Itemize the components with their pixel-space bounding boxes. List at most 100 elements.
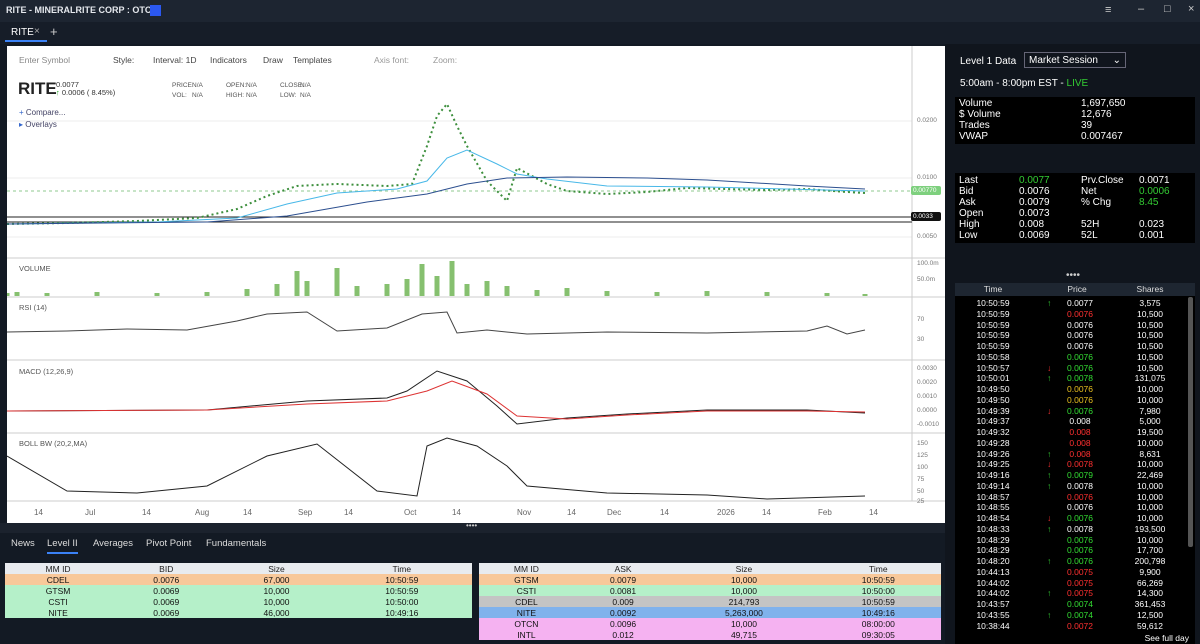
ts-shares: 14,300 (1137, 588, 1163, 599)
ts-price: 0.0078 (1067, 523, 1093, 534)
tab-label: RITE (11, 27, 34, 38)
stat-label: $ Volume (959, 109, 1001, 120)
overlays-link[interactable]: ▸ Overlays (19, 120, 57, 129)
cell: 10:50:59 (385, 574, 419, 585)
cell: NITE (48, 607, 68, 618)
toolbar-item[interactable]: Axis font: (374, 55, 409, 65)
ts-price: 0.0077 (1067, 298, 1093, 308)
field-label: OPEN: (226, 82, 247, 89)
ts-arrow: ↑ (1047, 470, 1052, 480)
toolbar-item[interactable]: Interval: 1D (153, 55, 197, 65)
compare-link[interactable]: + Compare... (19, 108, 66, 117)
link-text: Compare... (25, 108, 66, 117)
ts-price: 0.0076 (1067, 405, 1093, 416)
column-header: MM ID (5, 563, 112, 574)
pane-axis-label: -0.0010 (917, 421, 940, 428)
tab[interactable]: RITE × (5, 22, 47, 42)
ts-price: 0.0079 (1067, 470, 1093, 480)
ts-time: 10:49:16 (976, 470, 1010, 480)
field-label: LOW: (280, 92, 297, 99)
pane-title: VOLUME (19, 264, 51, 273)
toolbar-item[interactable]: Zoom: (433, 55, 458, 65)
color-swatch[interactable] (150, 5, 161, 16)
column-header: BID (111, 563, 222, 574)
ma-slow (7, 176, 866, 225)
cell: CDEL (515, 596, 538, 607)
ts-price: 0.0076 (1067, 319, 1093, 330)
session-select[interactable]: Market Session ⌄ (1024, 52, 1126, 68)
tab-close[interactable]: × (34, 26, 40, 37)
ts-arrow: ↑ (1047, 448, 1052, 459)
ts-time: 10:50:59 (976, 308, 1010, 319)
x-axis-label: 14 (869, 508, 878, 517)
bottom-tab[interactable]: Pivot Point (146, 538, 192, 549)
ts-arrow: ↑ (1047, 373, 1052, 384)
bottom-tab[interactable]: News (11, 538, 35, 549)
ts-shares: 10,000 (1137, 459, 1163, 470)
pane-title: BOLL BW (20,2,MA) (19, 439, 88, 448)
x-axis-label: 14 (452, 508, 461, 517)
quote-row: CSTI 0.0081 10,000 10:50:00 (479, 585, 941, 596)
ts-shares: 22,469 (1137, 470, 1163, 480)
cell: 10:50:00 (861, 585, 895, 596)
bottom-tab[interactable]: Averages (93, 538, 133, 549)
cell: 0.0092 (610, 607, 637, 618)
ts-time: 10:49:14 (976, 480, 1010, 491)
last-price: 0.0077 (56, 80, 79, 89)
x-axis-label: 14 (762, 508, 771, 517)
ts-price: 0.0076 (1067, 545, 1093, 556)
quote-row: OTCN 0.0096 10,000 08:00:00 (479, 618, 941, 629)
macd-signal (7, 380, 866, 420)
cell: 10:50:59 (861, 574, 895, 585)
field-value: N/A (246, 92, 257, 99)
ts-price: 0.0076 (1067, 513, 1093, 523)
cell: 67,000 (263, 574, 290, 585)
quote-label: High (959, 219, 980, 230)
price-badge: 0.00770 (911, 186, 941, 195)
column-header: MM ID (479, 563, 574, 574)
cell: 0.0076 (153, 574, 180, 585)
drag-handle[interactable]: •••• (1066, 270, 1081, 281)
rsi-line (7, 311, 866, 335)
ts-header-bg (955, 283, 1195, 296)
quote-value: 8.45 (1139, 197, 1159, 208)
bottom-tab[interactable]: Fundamentals (206, 538, 267, 549)
maximize[interactable]: □ (1164, 3, 1171, 15)
ts-time: 10:44:02 (976, 577, 1010, 588)
toolbar-item[interactable]: Indicators (210, 55, 247, 65)
cell: 10:50:59 (385, 585, 419, 596)
toolbar-item[interactable]: Style: (113, 55, 135, 65)
bottom-tab[interactable]: Level II (47, 538, 78, 554)
quote-label: 52H (1081, 219, 1100, 230)
cell: 10:50:59 (861, 596, 895, 607)
column-header: Time (815, 563, 941, 574)
x-axis-label: 14 (660, 508, 669, 517)
quote-row: CDEL 0.0076 67,000 10:50:59 (5, 574, 472, 585)
ts-shares: 10,000 (1137, 513, 1163, 523)
stat-label: VWAP (959, 131, 989, 142)
toolbar-item[interactable]: Draw (263, 55, 283, 65)
pane-axis-label: 30 (917, 336, 925, 343)
pane-axis-label: 150 (917, 440, 928, 447)
ts-shares: 5,000 (1139, 416, 1161, 427)
close[interactable]: × (1188, 3, 1195, 15)
ts-shares: 200,798 (1134, 556, 1166, 566)
ts-time: 10:48:20 (976, 556, 1010, 566)
ts-price: 0.0075 (1067, 577, 1093, 588)
ts-shares: 7,980 (1139, 405, 1161, 416)
pane-title: RSI (14) (19, 303, 47, 312)
price-change: ↑ 0.0006 ( 8.45%) (56, 88, 116, 97)
menu-icon[interactable]: ≡ (1105, 4, 1112, 16)
ts-arrow: ↑ (1047, 609, 1052, 620)
cell: OTCN (514, 618, 539, 629)
add-tab[interactable]: + (50, 24, 58, 39)
ts-time: 10:49:50 (976, 394, 1010, 405)
toolbar-item[interactable]: Templates (293, 55, 332, 65)
x-axis-label: 14 (142, 508, 151, 517)
quote-row: INTL 0.012 49,715 09:30:05 (479, 629, 941, 640)
ts-price: 0.0075 (1067, 588, 1093, 599)
minimize[interactable]: – (1138, 3, 1145, 15)
symbol-input[interactable]: Enter Symbol (19, 55, 71, 65)
ts-footer[interactable]: See full day (1144, 633, 1189, 643)
quote-row: NITE 0.0092 5,263,000 10:49:16 (479, 607, 941, 618)
